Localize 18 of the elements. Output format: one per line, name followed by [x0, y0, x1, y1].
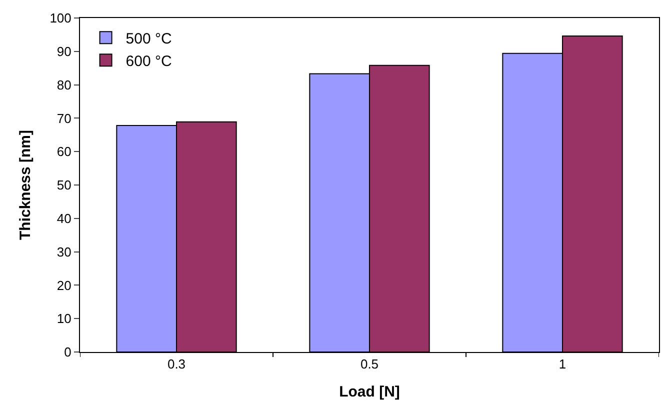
- y-tick-label: 60: [56, 144, 72, 160]
- y-tick-label: 30: [56, 244, 72, 260]
- x-tick-label: 0.3: [167, 356, 186, 372]
- y-tick-label: 10: [56, 311, 72, 326]
- y-tick-label: 80: [56, 77, 72, 92]
- y-tick-label: 90: [56, 44, 72, 59]
- y-tick-label: 100: [50, 10, 72, 26]
- legend-label: 600 °C: [126, 52, 172, 70]
- y-tick-label: 0: [64, 344, 72, 360]
- x-tick-label: 0.5: [360, 356, 379, 372]
- y-tick-label: 70: [56, 110, 72, 126]
- y-tick-label: 40: [56, 210, 72, 226]
- y-axis-title: Thickness [nm]: [16, 130, 34, 240]
- y-tick-label: 50: [56, 178, 72, 193]
- legend-label: 500 °C: [126, 30, 172, 48]
- x-tick-label: 1: [558, 356, 566, 372]
- x-axis-title: Load [N]: [339, 384, 400, 401]
- y-tick-label: 20: [56, 278, 72, 293]
